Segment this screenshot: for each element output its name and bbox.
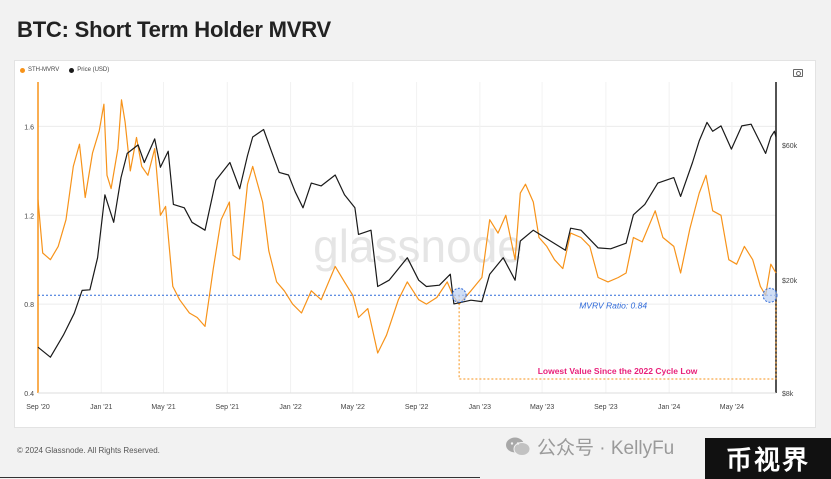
brand-badge: 币视界 xyxy=(705,438,831,479)
x-tick-label: Sep '20 xyxy=(26,404,50,411)
chart-legend: STH-MVRV Price (USD) xyxy=(20,67,109,73)
x-tick-label: Jan '23 xyxy=(469,404,491,411)
x-tick-label: Sep '22 xyxy=(405,404,429,411)
lowest-value-label: Lowest Value Since the 2022 Cycle Low xyxy=(538,366,698,376)
legend-label-price: Price (USD) xyxy=(77,67,110,73)
series-layer xyxy=(37,99,777,358)
y-left-tick-label: 1.6 xyxy=(24,124,34,131)
sth-mvrv-line xyxy=(37,99,777,354)
y-left-tick-label: 0.4 xyxy=(24,391,34,398)
x-tick-label: Sep '23 xyxy=(594,404,618,411)
axes: 0.4 0.8 1.2 1.6 $8k $20k $60k Sep '20 Jan '21 May… xyxy=(24,82,798,411)
glassnode-watermark: glassnode xyxy=(313,220,523,272)
y-left-tick-label: 1.2 xyxy=(24,213,34,220)
lowest-value-box xyxy=(458,295,777,380)
x-tick-label: May '23 xyxy=(530,404,554,411)
x-tick-label: Jan '24 xyxy=(658,404,680,411)
chart-panel xyxy=(14,60,816,428)
x-tick-label: May '24 xyxy=(720,404,744,411)
x-tick-label: May '21 xyxy=(151,404,175,411)
x-tick-label: May '22 xyxy=(341,404,365,411)
wechat-account-label: 公众号 · KellyFu xyxy=(537,438,675,459)
low-point-marker xyxy=(451,287,467,303)
y-right-tick-label: $20k xyxy=(782,278,798,285)
y-left-tick-label: 0.8 xyxy=(24,302,34,309)
legend-item-sth-mvrv[interactable]: STH-MVRV xyxy=(20,67,59,73)
mvrv-ratio-label: MVRV Ratio: 0.84 xyxy=(579,300,647,310)
price-line xyxy=(37,121,777,358)
bottom-rule xyxy=(0,477,480,478)
legend-swatch-price xyxy=(69,67,75,73)
wechat-watermark: 公众号 · KellyFu xyxy=(505,433,674,460)
y-right-tick-label: $8k xyxy=(782,391,794,398)
camera-icon[interactable] xyxy=(793,69,803,77)
legend-item-price[interactable]: Price (USD) xyxy=(69,67,109,73)
legend-label-sth-mvrv: STH-MVRV xyxy=(28,67,60,73)
x-tick-label: Jan '21 xyxy=(90,404,112,411)
y-right-tick-label: $60k xyxy=(782,143,798,150)
low-point-marker xyxy=(762,287,778,303)
legend-swatch-sth-mvrv xyxy=(20,67,25,73)
x-tick-label: Jan '22 xyxy=(279,404,301,411)
copyright-footer: © 2024 Glassnode. All Rights Reserved. xyxy=(17,446,160,455)
wechat-icon xyxy=(506,437,531,456)
annotation-labels: Lowest Value Since the 2022 Cycle Low MVR… xyxy=(451,287,778,376)
x-tick-label: Sep '21 xyxy=(216,404,240,411)
annotations xyxy=(38,294,777,380)
page-title: BTC: Short Term Holder MVRV xyxy=(17,17,332,42)
